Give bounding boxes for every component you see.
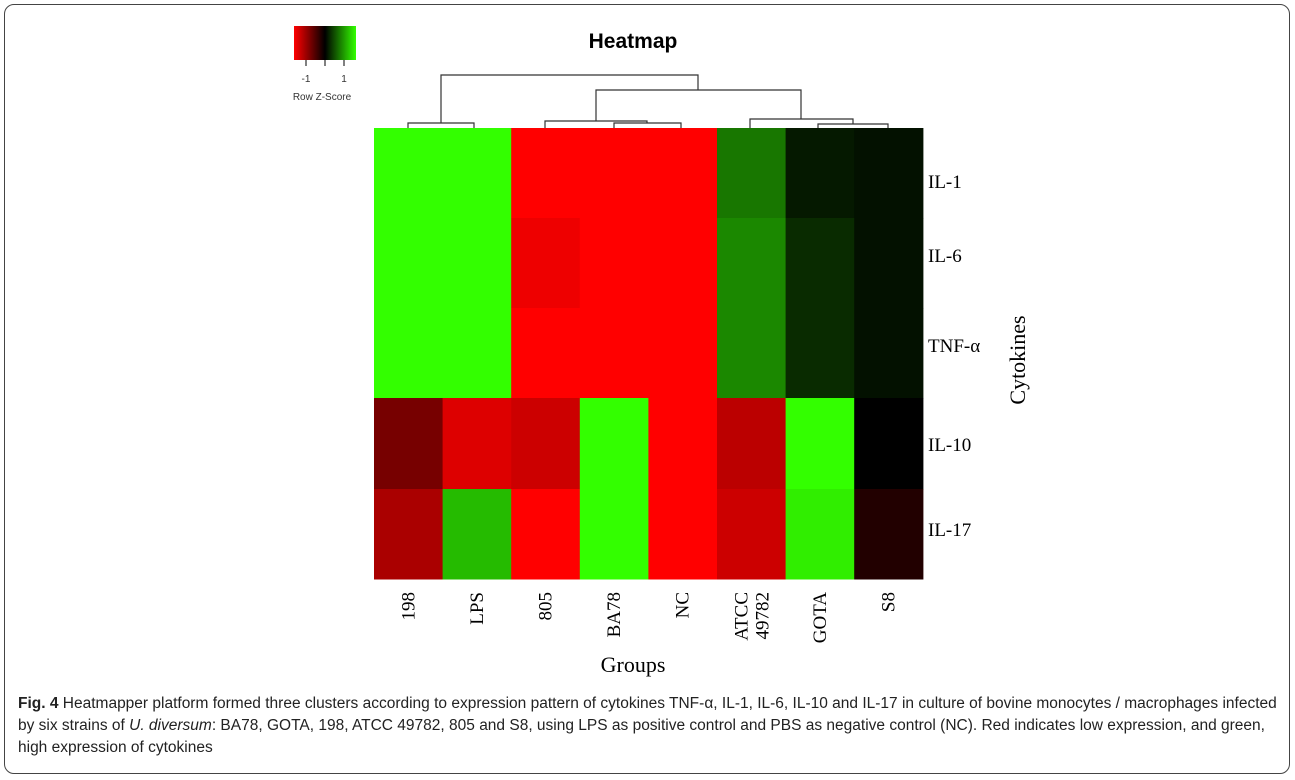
heatmap-cell-IL-6-NC: [648, 218, 718, 309]
dendrogram-branch: [407, 122, 475, 128]
heatmap-cell-TNF-α-NC: [648, 308, 718, 399]
column-label: GOTA: [810, 592, 831, 644]
column-label: NC: [673, 592, 694, 618]
heatmap-cell-TNF-α-198: [374, 308, 444, 399]
heatmap-cell-TNF-α-LPS: [442, 308, 512, 399]
dendrogram-branch: [440, 74, 699, 123]
heatmap-cell-TNF-α-GOTA: [785, 308, 855, 399]
column-label: BA78: [604, 592, 625, 637]
color-key: -1 1 Row Z-Score: [293, 26, 356, 103]
heatmap-cell-IL-17-GOTA: [785, 489, 855, 580]
heatmap-cell-IL-6-198: [374, 218, 444, 309]
column-label: ATCC49782: [731, 592, 773, 641]
dendrogram-branch: [544, 120, 648, 128]
caption-text-part-2: : BA78, GOTA, 198, ATCC 49782, 805 and S…: [18, 717, 1265, 756]
column-labels: 198 LPS 805 BA78 NC ATCC49782 GOTA S8: [398, 592, 899, 644]
heatmap-cell-IL-6-ATCC-49782: [717, 218, 787, 309]
column-label: S8: [879, 592, 900, 612]
heatmap-cell-IL-1-NC: [648, 128, 718, 219]
row-label: IL-6: [928, 246, 962, 267]
heatmap-cell-IL-10-198: [374, 398, 444, 490]
column-label: 805: [536, 592, 557, 621]
column-dendrogram: [407, 74, 889, 128]
heatmap-cell-TNF-α-BA78: [579, 308, 649, 399]
dendrogram-branch: [613, 122, 682, 128]
row-label: IL-1: [928, 172, 962, 193]
heatmap-chart: Heatmap -1 1 Row Z-Score IL-1IL-6TNF-αIL…: [293, 26, 1030, 677]
row-label: IL-17: [928, 520, 971, 541]
heatmap-cell-IL-10-ATCC-49782: [717, 398, 787, 490]
figure-label: Fig. 4: [18, 695, 59, 712]
heatmap-cell-IL-17-805: [511, 489, 581, 580]
chart-title: Heatmap: [589, 30, 678, 53]
heatmap-cell-IL-1-S8: [854, 128, 924, 219]
color-key-gradient: [294, 26, 356, 60]
x-axis-label: Groups: [601, 652, 666, 677]
heatmap-cell-IL-1-BA78: [579, 128, 649, 219]
heatmap-cell-IL-1-ATCC-49782: [717, 128, 787, 219]
heatmap-cell-IL-1-805: [511, 128, 581, 219]
heatmap-cell-IL-10-S8: [854, 398, 924, 490]
figure-caption: Fig. 4 Heatmapper platform formed three …: [18, 693, 1278, 759]
heatmap-cell-TNF-α-ATCC-49782: [717, 308, 787, 399]
heatmap-cell-IL-17-ATCC-49782: [717, 489, 787, 580]
column-label: 198: [398, 592, 419, 621]
heatmap-cell-IL-10-LPS: [442, 398, 512, 490]
heatmap-cell-IL-1-GOTA: [785, 128, 855, 219]
heatmap-cell-IL-1-LPS: [442, 128, 512, 219]
heatmap-cell-IL-10-BA78: [579, 398, 649, 490]
heatmap-cell-IL-17-S8: [854, 489, 924, 580]
heatmap-cell-IL-17-BA78: [579, 489, 649, 580]
heatmap-cell-IL-6-LPS: [442, 218, 512, 309]
heatmap-cell-IL-6-S8: [854, 218, 924, 309]
heatmap-cell-TNF-α-S8: [854, 308, 924, 399]
heatmap-cell-IL-10-GOTA: [785, 398, 855, 490]
dendrogram-branch: [595, 89, 802, 121]
heatmap-cell-IL-17-198: [374, 489, 444, 580]
caption-text-part-1: Heatmapper platform formed three cluster…: [18, 695, 1277, 734]
color-key-tick-high: 1: [341, 74, 347, 85]
heatmap-cells: [374, 128, 924, 580]
heatmap-cell-IL-6-805: [511, 218, 581, 309]
y-axis-label: Cytokines: [1005, 315, 1030, 404]
heatmap-cell-IL-10-NC: [648, 398, 718, 490]
color-key-tick-low: -1: [302, 74, 311, 85]
row-label: IL-10: [928, 435, 971, 456]
row-label: TNF-α: [928, 336, 980, 357]
heatmap-cell-IL-10-805: [511, 398, 581, 490]
heatmap-cell-TNF-α-805: [511, 308, 581, 399]
caption-species: U. diversum: [129, 717, 212, 734]
row-labels: IL-1 IL-6 TNF-α IL-10 IL-17: [928, 172, 980, 541]
heatmap-cell-IL-17-LPS: [442, 489, 512, 580]
heatmap-cell-IL-1-198: [374, 128, 444, 219]
column-label: LPS: [467, 592, 488, 625]
heatmap-cell-IL-17-NC: [648, 489, 718, 580]
heatmap-cell-IL-6-GOTA: [785, 218, 855, 309]
heatmap-cell-IL-6-BA78: [579, 218, 649, 309]
dendrogram-branch: [817, 123, 889, 128]
color-key-title: Row Z-Score: [293, 92, 352, 103]
